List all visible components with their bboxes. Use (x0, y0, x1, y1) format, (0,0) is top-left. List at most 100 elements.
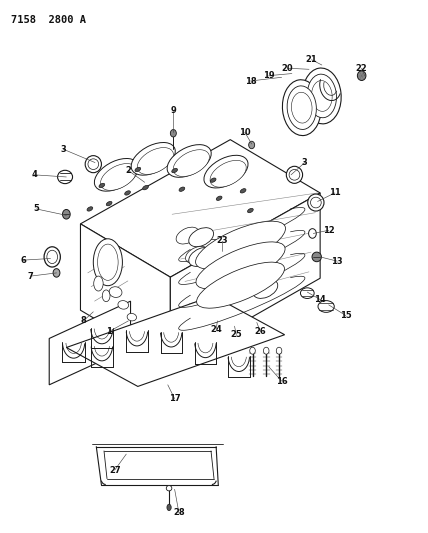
Ellipse shape (94, 276, 103, 291)
Polygon shape (80, 224, 170, 364)
Ellipse shape (196, 242, 285, 289)
Ellipse shape (197, 239, 220, 256)
Text: 7158  2800 A: 7158 2800 A (11, 15, 86, 25)
Ellipse shape (247, 208, 253, 213)
Polygon shape (170, 193, 320, 364)
Ellipse shape (189, 228, 214, 247)
Text: 14: 14 (314, 295, 326, 304)
Polygon shape (49, 301, 131, 385)
Ellipse shape (318, 301, 334, 312)
Ellipse shape (118, 301, 128, 309)
Ellipse shape (109, 287, 122, 297)
Ellipse shape (220, 253, 243, 270)
Ellipse shape (210, 178, 216, 182)
Ellipse shape (289, 169, 300, 180)
Ellipse shape (207, 259, 230, 276)
Ellipse shape (167, 504, 171, 511)
Ellipse shape (250, 348, 255, 354)
Ellipse shape (125, 191, 131, 195)
Text: 11: 11 (329, 189, 341, 197)
Text: 6: 6 (21, 256, 27, 264)
Text: 23: 23 (216, 237, 228, 245)
Ellipse shape (166, 486, 172, 491)
Text: 25: 25 (230, 330, 242, 339)
Ellipse shape (240, 189, 246, 193)
Ellipse shape (357, 71, 366, 80)
Ellipse shape (179, 187, 185, 191)
Text: 17: 17 (169, 394, 181, 403)
Ellipse shape (44, 247, 60, 267)
Ellipse shape (228, 271, 251, 288)
Text: 5: 5 (33, 205, 39, 213)
Ellipse shape (170, 130, 176, 137)
Ellipse shape (189, 247, 214, 266)
Ellipse shape (312, 80, 332, 111)
Text: 8: 8 (80, 317, 86, 325)
Ellipse shape (57, 170, 72, 183)
Text: 4: 4 (31, 171, 37, 179)
Ellipse shape (196, 221, 285, 269)
Ellipse shape (137, 148, 173, 174)
Ellipse shape (47, 250, 57, 264)
Ellipse shape (62, 209, 70, 219)
Text: 20: 20 (282, 64, 294, 72)
Ellipse shape (196, 262, 285, 308)
Ellipse shape (221, 242, 246, 261)
Text: 28: 28 (173, 508, 185, 517)
Ellipse shape (221, 262, 246, 281)
Ellipse shape (176, 227, 199, 244)
Ellipse shape (312, 252, 321, 262)
Text: 19: 19 (263, 71, 275, 80)
Text: 27: 27 (109, 466, 121, 474)
Ellipse shape (167, 144, 211, 177)
Ellipse shape (106, 201, 112, 206)
Ellipse shape (308, 194, 324, 211)
Ellipse shape (282, 80, 321, 135)
Ellipse shape (253, 260, 278, 279)
Ellipse shape (53, 269, 60, 277)
Text: 21: 21 (306, 55, 318, 64)
Ellipse shape (143, 185, 149, 190)
Ellipse shape (185, 246, 208, 263)
Text: 18: 18 (244, 77, 256, 85)
Ellipse shape (102, 290, 110, 302)
Polygon shape (66, 296, 285, 386)
Ellipse shape (210, 160, 246, 187)
Text: 7: 7 (28, 272, 34, 280)
Text: 13: 13 (331, 257, 343, 265)
Text: 16: 16 (276, 377, 288, 385)
Ellipse shape (253, 279, 278, 298)
Ellipse shape (286, 166, 303, 183)
Ellipse shape (310, 197, 321, 208)
Text: 24: 24 (210, 325, 222, 334)
Ellipse shape (131, 142, 175, 175)
Ellipse shape (101, 164, 137, 190)
Ellipse shape (127, 313, 137, 321)
Ellipse shape (99, 183, 105, 188)
Text: 9: 9 (170, 107, 176, 115)
Ellipse shape (88, 159, 98, 169)
Text: 15: 15 (340, 311, 352, 320)
Ellipse shape (98, 244, 118, 280)
Ellipse shape (204, 155, 248, 188)
Ellipse shape (85, 156, 101, 173)
Text: 1: 1 (106, 327, 112, 336)
Text: 22: 22 (356, 64, 368, 72)
Ellipse shape (87, 207, 93, 211)
Ellipse shape (216, 196, 222, 200)
Ellipse shape (309, 229, 316, 238)
Ellipse shape (93, 239, 122, 286)
Text: 10: 10 (239, 128, 251, 136)
Ellipse shape (249, 141, 255, 149)
Ellipse shape (135, 167, 141, 172)
Ellipse shape (172, 168, 178, 173)
Ellipse shape (300, 288, 314, 298)
Ellipse shape (276, 348, 282, 354)
Text: 3: 3 (60, 145, 66, 154)
Ellipse shape (173, 150, 209, 176)
Polygon shape (80, 140, 320, 277)
Ellipse shape (307, 74, 336, 118)
Ellipse shape (241, 264, 264, 281)
Text: 2: 2 (125, 166, 131, 175)
Text: 12: 12 (323, 226, 335, 235)
